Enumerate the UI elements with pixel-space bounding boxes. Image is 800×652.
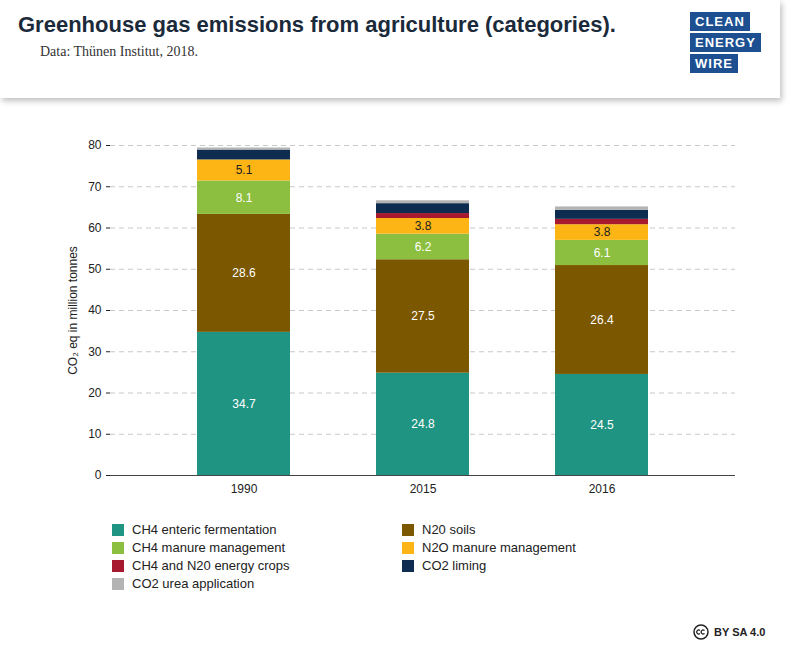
svg-text:34.7: 34.7 (232, 397, 256, 411)
svg-text:3.8: 3.8 (415, 219, 432, 233)
svg-text:30: 30 (88, 345, 102, 359)
html-text:ENERGY: ENERGY (695, 35, 756, 50)
svg-text:1990: 1990 (231, 482, 258, 496)
html-text:CH4 enteric fermentation: CH4 enteric fermentation (132, 522, 277, 537)
html-text:BY SA 4.0: BY SA 4.0 (714, 626, 766, 638)
svg-text:70: 70 (88, 180, 102, 194)
html-text:N20 soils: N20 soils (422, 522, 476, 537)
html-text:CO2 liming: CO2 liming (422, 558, 487, 573)
svg-text:CO₂ eq in million tonnes: CO₂ eq in million tonnes (66, 246, 80, 375)
svg-text:8.1: 8.1 (236, 191, 253, 205)
svg-text:3.8: 3.8 (594, 225, 611, 239)
svg-text:24.8: 24.8 (411, 417, 435, 431)
svg-text:28.6: 28.6 (232, 266, 256, 280)
svg-text:60: 60 (88, 221, 102, 235)
html-text:CH4 manure management: CH4 manure management (132, 540, 286, 555)
svg-text:50: 50 (88, 262, 102, 276)
svg-text:0: 0 (95, 468, 102, 482)
svg-text:10: 10 (88, 427, 102, 441)
svg-text:26.4: 26.4 (590, 313, 614, 327)
svg-text:27.5: 27.5 (411, 309, 435, 323)
svg-text:6.2: 6.2 (415, 240, 432, 254)
svg-text:20: 20 (88, 386, 102, 400)
svg-text:5.1: 5.1 (236, 163, 253, 177)
svg-text:24.5: 24.5 (590, 418, 614, 432)
svg-text:80: 80 (88, 138, 102, 152)
html-text:WIRE: WIRE (695, 56, 733, 71)
svg-text:6.1: 6.1 (594, 246, 611, 260)
svg-text:2015: 2015 (410, 482, 437, 496)
html-text:Greenhouse gas emissions from: Greenhouse gas emissions from agricultur… (18, 12, 616, 37)
html-text:Data: Thünen Institut, 2018.: Data: Thünen Institut, 2018. (40, 44, 198, 59)
svg-text:2016: 2016 (589, 482, 616, 496)
html-text:CLEAN: CLEAN (695, 14, 745, 29)
html-text:N2O manure management: N2O manure management (422, 540, 576, 555)
html-text:CH4 and N20 energy crops: CH4 and N20 energy crops (132, 558, 290, 573)
html-text:CO2 urea application: CO2 urea application (132, 576, 255, 591)
svg-text:40: 40 (88, 303, 102, 317)
